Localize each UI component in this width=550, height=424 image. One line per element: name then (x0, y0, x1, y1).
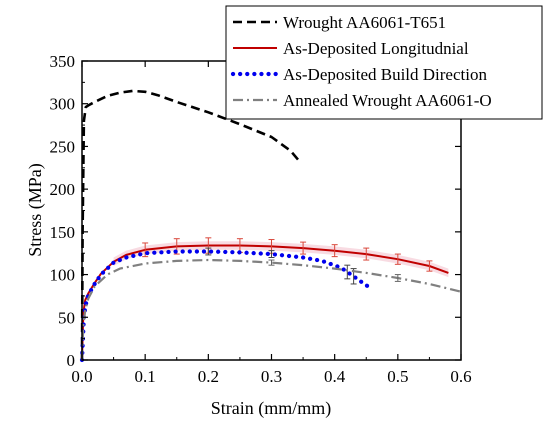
y-tick-label: 0 (67, 351, 76, 370)
error-bar (426, 260, 433, 272)
error-bar (394, 253, 401, 265)
error-bar (394, 274, 401, 282)
error-bar (268, 250, 275, 258)
plot-area (79, 89, 462, 363)
legend-label: As-Deposited Build Direction (283, 65, 487, 84)
y-tick-label: 150 (50, 223, 76, 242)
legend: Wrought AA6061-T651 As-Deposited Longitud… (225, 5, 543, 120)
legend-box (225, 5, 543, 120)
scatter-band (113, 241, 449, 278)
error-bar (205, 247, 212, 256)
y-tick-label: 350 (50, 52, 76, 71)
x-tick-label: 0.1 (135, 367, 156, 386)
error-bar (300, 241, 307, 255)
x-tick-label: 0.5 (387, 367, 408, 386)
legend-label: Annealed Wrought AA6061-O (283, 91, 492, 110)
y-tick-label: 300 (50, 95, 76, 114)
x-tick-label: 0.2 (198, 367, 219, 386)
x-axis-title: Strain (mm/mm) (211, 398, 332, 419)
legend-label: Wrought AA6061-T651 (283, 13, 446, 32)
series-line (80, 258, 462, 361)
error-bar (344, 264, 351, 280)
y-tick-label: 200 (50, 180, 76, 199)
x-tick-label: 0.4 (324, 367, 346, 386)
y-axis-title: Stress (MPa) (25, 163, 46, 257)
error-bar (331, 244, 338, 258)
series-line (79, 249, 372, 363)
series-line (80, 89, 301, 361)
x-tick-label: 0.3 (261, 367, 282, 386)
error-bar (268, 259, 275, 266)
y-tick-label: 50 (58, 308, 75, 327)
y-tick-label: 250 (50, 137, 76, 156)
x-tick-label: 0.6 (450, 367, 471, 386)
error-bar (363, 247, 370, 261)
x-tick-label: 0.0 (71, 367, 92, 386)
error-bar (142, 242, 149, 258)
y-tick-label: 100 (50, 266, 76, 285)
axis-ticks: 0.0 0.1 0.2 0.3 0.4 0.5 0.6 0 50 100 150 200 250 300 3… (50, 52, 472, 386)
legend-label: As-Deposited Longitudnial (283, 39, 469, 58)
